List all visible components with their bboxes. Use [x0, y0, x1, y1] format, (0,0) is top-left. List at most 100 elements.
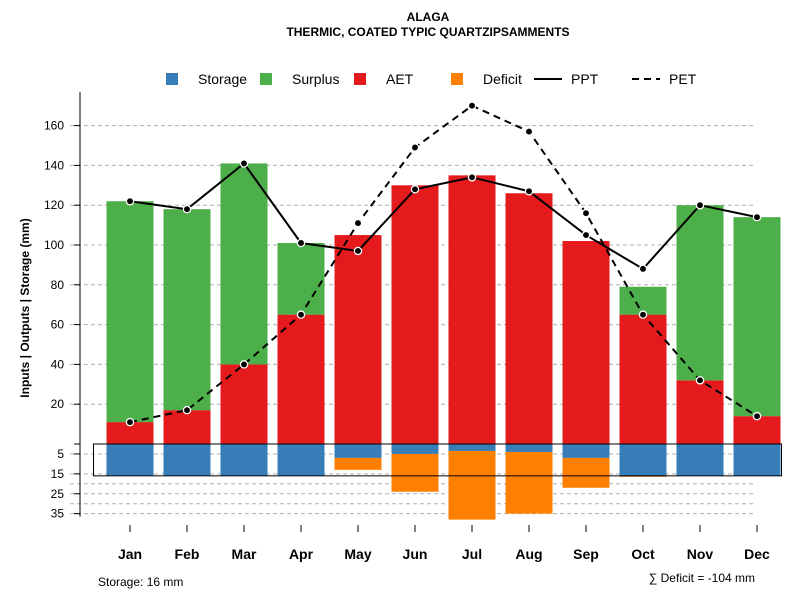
x-tick-label-nov: Nov [687, 546, 714, 562]
point-ppt-nov [695, 200, 705, 210]
bar-aet-jan [106, 422, 154, 444]
storage-note: Storage: 16 mm [98, 575, 183, 589]
bars [93, 163, 782, 520]
point-ppt-jun [410, 185, 420, 194]
bar-storage-oct [619, 444, 667, 476]
bar-aet-dec [733, 416, 781, 444]
point-ppt-sep [581, 230, 591, 240]
point-pet-feb [182, 405, 192, 415]
bar-aet-oct [619, 314, 667, 444]
legend-label-surplus: Surplus [292, 71, 339, 87]
y-tick-label-lower-25: 25 [51, 487, 65, 501]
legend-label-deficit: Deficit [483, 71, 522, 87]
y-tick-label-80: 80 [51, 278, 65, 292]
y-axis-label: Inputs | Outputs | Storage (mm) [18, 218, 32, 397]
storage-capacity-frame [93, 443, 782, 477]
bar-deficit-jun [391, 453, 439, 492]
point-ppt-mar [239, 159, 249, 168]
y-tick-label-40: 40 [51, 357, 65, 371]
point-pet-apr [296, 310, 306, 319]
bar-storage-dec [733, 444, 781, 476]
y-tick-label-lower-15: 15 [51, 467, 65, 481]
bar-surplus-feb [163, 209, 211, 411]
point-ppt-may [353, 246, 363, 256]
x-tick-label-dec: Dec [744, 546, 770, 562]
point-pet-oct [638, 310, 648, 319]
x-tick-label-may: May [344, 546, 371, 562]
bar-surplus-mar [220, 163, 268, 365]
x-tick-label-jan: Jan [118, 546, 142, 562]
point-ppt-dec [752, 212, 762, 222]
y-tick-label-20: 20 [51, 397, 65, 411]
point-pet-mar [239, 360, 249, 369]
legend-swatch-surplus [260, 73, 272, 85]
point-pet-dec [752, 411, 762, 421]
x-tick-label-jul: Jul [462, 546, 482, 562]
y-tick-label-160: 160 [44, 119, 64, 133]
bar-deficit-sep [562, 457, 610, 488]
legend-label-ppt: PPT [571, 71, 599, 87]
bar-storage-jun [391, 444, 439, 454]
bar-storage-nov [676, 444, 724, 476]
line-ppt [129, 161, 758, 271]
bar-deficit-may [334, 457, 382, 470]
legend-swatch-storage [166, 73, 178, 85]
bar-deficit-aug [505, 451, 553, 514]
bar-storage-mar [220, 444, 268, 476]
x-tick-label-feb: Feb [175, 546, 200, 562]
point-ppt-feb [182, 204, 192, 214]
bar-storage-jan [106, 444, 154, 476]
bar-aet-may [334, 235, 382, 444]
y-tick-label-100: 100 [44, 238, 64, 252]
legend-label-pet: PET [669, 71, 697, 87]
line-pet [129, 104, 758, 424]
point-pet-jul [467, 101, 477, 110]
bar-aet-feb [163, 410, 211, 444]
y-tick-label-120: 120 [44, 198, 64, 212]
bar-aet-sep [562, 241, 610, 444]
bar-aet-jun [391, 185, 439, 445]
bar-storage-feb [163, 444, 211, 476]
bar-storage-aug [505, 444, 553, 452]
point-ppt-apr [296, 238, 306, 248]
axes: 20 40 60 80 100 120 140 160 5 15 25 35 Jan Feb Mar Apr M… [44, 92, 770, 562]
legend-swatch-deficit [451, 73, 463, 85]
deficit-note: ∑ Deficit = -104 mm [649, 571, 755, 585]
x-tick-label-apr: Apr [289, 546, 314, 562]
bar-aet-aug [505, 193, 553, 444]
bar-surplus-dec [733, 217, 781, 417]
y-tick-label-60: 60 [51, 318, 65, 332]
x-tick-label-aug: Aug [515, 546, 542, 562]
bar-deficit-jul [448, 450, 496, 520]
legend-label-storage: Storage [198, 71, 247, 87]
x-tick-label-jun: Jun [403, 546, 428, 562]
bar-storage-sep [562, 444, 610, 458]
point-ppt-aug [524, 187, 534, 196]
bar-storage-may [334, 444, 382, 458]
y-tick-label-140: 140 [44, 158, 64, 172]
bar-storage-jul [448, 444, 496, 451]
point-pet-jun [410, 143, 420, 152]
legend: Storage Surplus AET Deficit PPT PET [166, 71, 697, 87]
bar-aet-jul [448, 175, 496, 444]
y-tick-label-lower-35: 35 [51, 507, 65, 521]
bar-surplus-oct [619, 286, 667, 315]
point-ppt-jan [125, 196, 135, 206]
bar-surplus-nov [676, 205, 724, 381]
chart-subtitle: THERMIC, COATED TYPIC QUARTZIPSAMMENTS [286, 25, 569, 39]
x-tick-label-sep: Sep [573, 546, 599, 562]
legend-label-aet: AET [386, 71, 414, 87]
chart-title: ALAGA [407, 10, 450, 24]
point-pet-aug [524, 127, 534, 136]
point-ppt-jul [467, 173, 477, 182]
series-lines [125, 101, 762, 427]
point-pet-nov [695, 376, 705, 385]
bar-storage-apr [277, 444, 325, 476]
x-tick-label-oct: Oct [631, 546, 655, 562]
legend-swatch-aet [354, 73, 366, 85]
point-pet-jan [125, 417, 135, 427]
x-tick-label-mar: Mar [232, 546, 257, 562]
point-pet-may [353, 218, 363, 228]
bar-surplus-apr [277, 243, 325, 315]
bar-aet-apr [277, 314, 325, 444]
